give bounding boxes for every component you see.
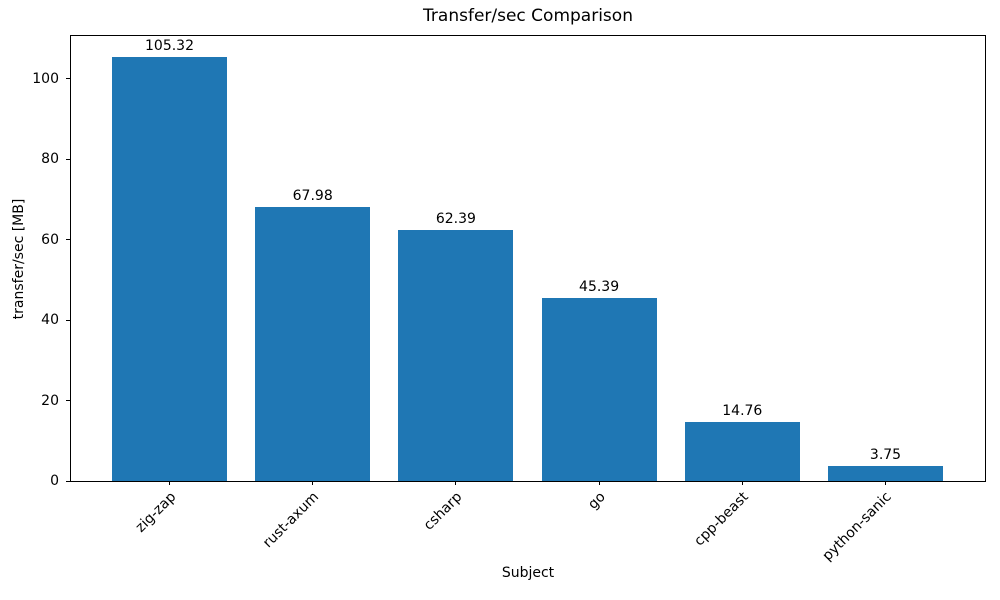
x-tick — [598, 481, 600, 485]
plot-area: 0 20 40 60 80 100 105.32 zig-zap 67.98 rust-axum 6… — [32, 35, 986, 564]
x-tick — [885, 481, 886, 485]
y-tick — [66, 78, 70, 80]
y-tick-label: 60 — [41, 231, 59, 248]
bar-rust-axum — [255, 207, 371, 481]
x-tick — [169, 481, 170, 485]
x-tick-label-csharp: csharp — [420, 489, 466, 534]
bar-python-sanic — [828, 465, 943, 481]
x-tick-label-go: go — [584, 489, 609, 513]
x-tick-label-rust-axum: rust-axum — [259, 489, 323, 552]
x-tick-label-cpp-beast: cpp-beast — [691, 489, 752, 550]
x-tick-label-zig-zap: zig-zap — [132, 489, 179, 536]
x-axis-label: Subject — [501, 565, 555, 581]
x-tick — [312, 481, 314, 485]
y-tick — [66, 319, 70, 321]
bar-value-label: 67.98 — [292, 188, 333, 205]
y-tick — [66, 239, 70, 241]
bar-cpp-beast — [684, 421, 800, 481]
y-tick-label: 20 — [41, 392, 59, 409]
bar-value-label: 105.32 — [145, 38, 194, 55]
y-tick — [66, 400, 70, 402]
bar-value-label: 3.75 — [869, 446, 902, 463]
y-tick-label: 40 — [41, 312, 59, 329]
x-tick-label-python-sanic: python-sanic — [819, 489, 895, 565]
bar-csharp — [398, 229, 514, 481]
chart-title: Transfer/sec Comparison — [423, 6, 633, 26]
bar-value-label: 62.39 — [435, 210, 476, 227]
bar-value-label: 45.39 — [579, 279, 620, 296]
y-tick-label: 100 — [32, 70, 59, 87]
x-tick — [741, 481, 743, 485]
bar-zig-zap — [112, 57, 227, 481]
bar-go — [541, 298, 657, 481]
bar-value-label: 14.76 — [722, 402, 763, 419]
y-axis-label: transfer/sec [MB] — [11, 198, 27, 320]
y-tick — [66, 480, 70, 482]
y-tick — [66, 158, 70, 160]
y-tick-label: 80 — [41, 151, 59, 168]
y-tick-label: 0 — [50, 473, 59, 489]
x-tick — [455, 481, 457, 485]
